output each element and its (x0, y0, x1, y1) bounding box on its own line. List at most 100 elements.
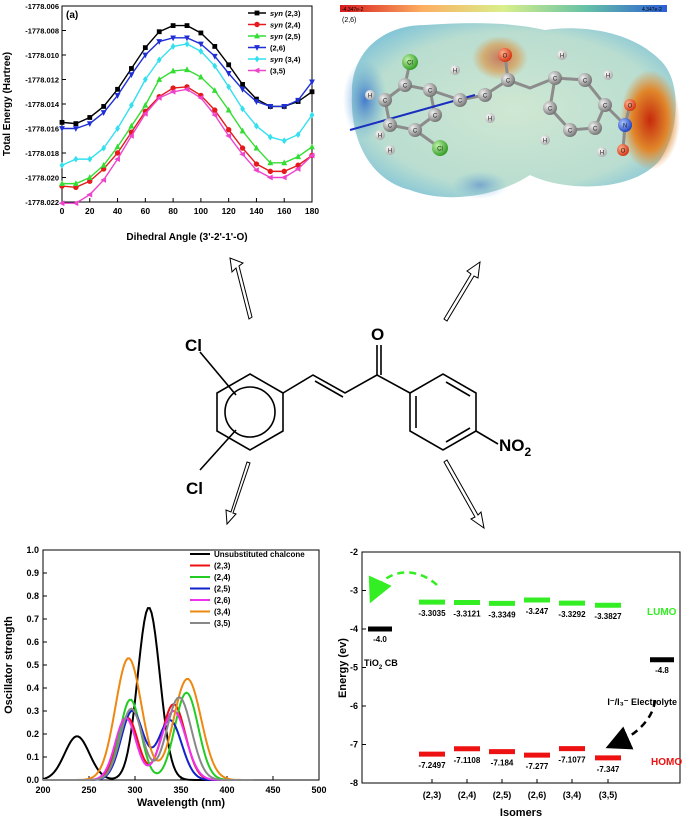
atom (398, 78, 412, 92)
energy-x-ticks: (2,3) (2,4) (2,5) (2,6) (3,4) (3,5) (423, 779, 618, 800)
data-point (308, 152, 315, 159)
atom (588, 121, 602, 135)
atom-label: H (488, 117, 492, 123)
data-point (155, 94, 162, 101)
atom (402, 54, 418, 70)
data-point (86, 174, 93, 180)
energy-plot-frame (361, 551, 681, 784)
atom (540, 135, 550, 145)
atom-label: O (628, 104, 633, 110)
x-tick-label: (3,5) (599, 790, 618, 800)
data-point (267, 159, 274, 166)
data-point (240, 82, 245, 87)
data-point (59, 180, 65, 187)
data-point (170, 43, 176, 50)
atom-label: C (483, 94, 488, 100)
data-point (100, 161, 107, 168)
data-point (254, 32, 260, 39)
scan-x-axis-label: Dihedral Angle (3'-2'-1'-O) (126, 232, 247, 243)
y-tick-label: -1778.014 (25, 100, 60, 109)
data-point (87, 155, 93, 163)
atom-label: H (368, 94, 372, 100)
atom-label: C (506, 79, 511, 85)
x-tick-label: 300 (127, 785, 142, 795)
data-point (197, 94, 204, 101)
atom-label: C (593, 127, 598, 133)
tio2-value: -4.0 (373, 635, 387, 644)
legend-label: (3,5) (214, 619, 231, 628)
data-point (115, 125, 120, 132)
x-tick-label: (3,4) (563, 790, 582, 800)
data-point (295, 131, 301, 139)
legend-label: syn (2,5) (270, 32, 301, 41)
uv-y-axis-label: Oscillator strength (3, 616, 15, 714)
arrow-down-right (443, 459, 485, 530)
data-point (309, 111, 315, 119)
energy-y-axis-label: Energy (ev) (337, 638, 349, 698)
data-point (280, 174, 287, 181)
data-point (212, 44, 218, 49)
data-point (211, 87, 218, 93)
lumo-value: -3.3292 (558, 610, 586, 619)
uv-legend: Unsubstituted chalcone (2,3) (2,4) (2,5) (2,… (190, 550, 305, 628)
y-tick-label: -1778.012 (25, 76, 59, 85)
tio2-label: TiO2 CB (364, 658, 398, 671)
atom (543, 101, 557, 115)
y-tick-label: -5 (350, 663, 358, 673)
data-point (129, 66, 134, 71)
data-point (239, 86, 246, 93)
atom (578, 73, 592, 87)
x-tick-label: 200 (35, 785, 50, 795)
atom-label: H (606, 74, 610, 80)
atom-label: H (388, 149, 392, 155)
esp-scale-min: -4.347e-2 (342, 7, 364, 13)
energy-levels-group: -3.3035 -3.3121 -3.3349 -3.247 -3.3292 -3.382… (368, 597, 674, 774)
esp-map: -4.347e-2 4.347e-2 (2,6) Cl Cl O O O N H H H H H H H… (340, 5, 680, 199)
atom-label: O (621, 149, 626, 155)
data-point (212, 107, 218, 113)
arrow-down-left (225, 461, 251, 526)
data-point (184, 35, 190, 42)
data-point (309, 143, 315, 150)
y-tick-label: -1778.020 (25, 174, 59, 183)
left-ring (216, 373, 284, 451)
data-point (281, 159, 288, 166)
data-point (225, 106, 232, 113)
atom (597, 147, 607, 157)
data-point (58, 200, 65, 207)
atom-label: H (378, 134, 382, 140)
atom (624, 99, 636, 111)
data-point (59, 126, 65, 132)
y-tick-label: -1778.016 (25, 125, 59, 134)
homo-value: -7.277 (526, 762, 549, 771)
energy-scan-chart: 0 20 40 60 80 100 120 140 160 180 -1778.006-1778.… (2, 2, 319, 243)
atom (428, 108, 442, 122)
atom-label: C (413, 129, 418, 135)
data-point (86, 121, 93, 127)
uv-x-ticks: 200 250 300 350 400 450 500 (35, 776, 327, 795)
atom (563, 123, 577, 137)
atom-label: C (583, 79, 588, 85)
x-tick-label: 250 (81, 785, 96, 795)
atom (383, 118, 397, 132)
lumo-value: -3.3827 (594, 612, 622, 621)
atom-label: Cl (437, 147, 443, 153)
energy-y-ticks: -2 -3 -4 -5 -6 -7 -8 (350, 547, 366, 788)
atom-label: N (623, 124, 627, 130)
data-point (266, 174, 273, 181)
data-point (142, 45, 148, 51)
data-point (87, 115, 93, 120)
data-point (142, 52, 149, 59)
x-tick-label: (2,4) (458, 790, 477, 800)
legend-label: (2,3) (214, 562, 231, 571)
atom-label: H (543, 139, 547, 145)
legend-label: (2,5) (214, 585, 231, 594)
data-point (59, 161, 65, 169)
atom (501, 73, 515, 87)
data-point (225, 127, 232, 133)
data-point (198, 47, 204, 55)
data-point (239, 127, 246, 134)
uv-plot-frame (42, 549, 320, 781)
vinyl-double (314, 380, 344, 398)
